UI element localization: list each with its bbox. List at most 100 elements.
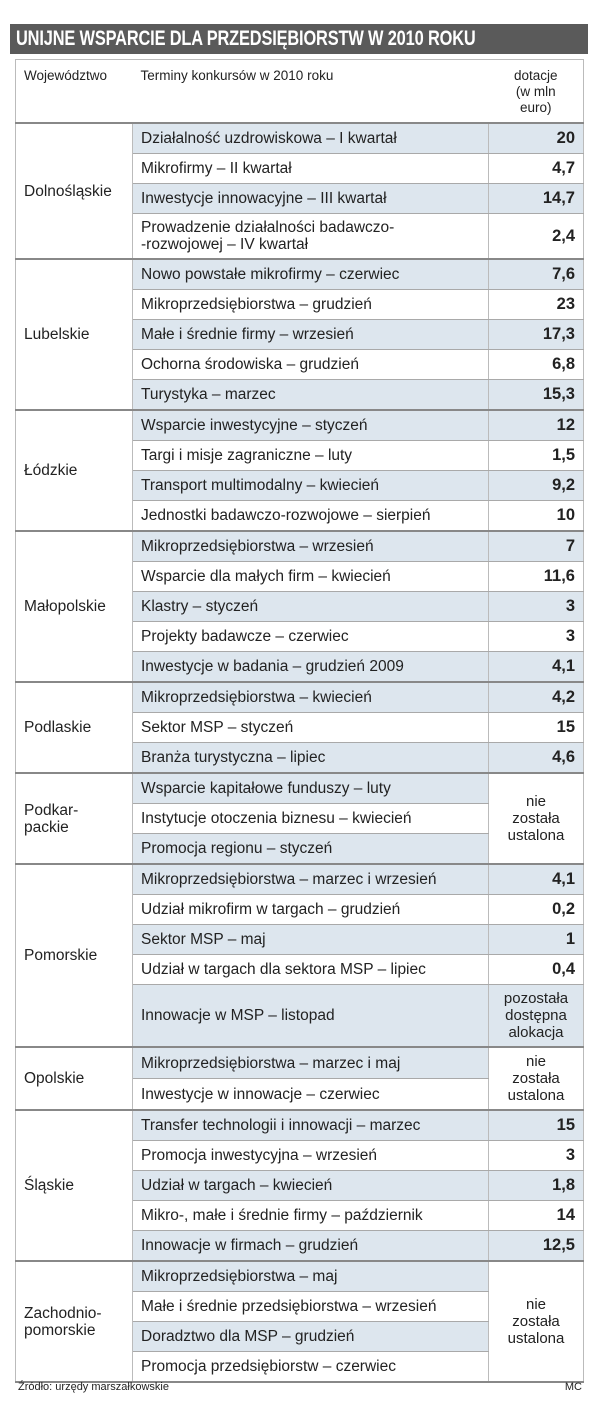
credit: MC: [564, 1381, 582, 1393]
topic-cell: Mikroprzedsiębiorstwa – marzec i wrzesie…: [132, 864, 489, 895]
topic-cell: Jednostki badawczo-rozwojowe – sierpień: [132, 500, 489, 532]
title-bar: UNIJNE WSPARCIE DLA PRZEDSIĘBIORSTW W 20…: [10, 24, 588, 54]
table-row: Targi i misje zagraniczne – luty 1,5: [16, 440, 584, 471]
table-row: Udział w targach dla sektora MSP – lipie…: [16, 954, 584, 985]
topic-cell: Mikroprzedsiębiorstwa – grudzień: [132, 289, 489, 320]
topic-cell: Mikroprzedsiębiorstwa – kwiecień: [132, 682, 489, 713]
value-cell: 0,2: [488, 894, 584, 925]
table-row: Udział mikrofirm w targach – grudzień 0,2: [16, 894, 584, 925]
region-cell: Dolnośląskie: [15, 123, 133, 260]
topic-cell: Mikrofirmy – II kwartał: [132, 153, 489, 184]
table-row: Wsparcie dla małych firm – kwiecień 11,6: [16, 561, 584, 592]
value-cell: 11,6: [488, 561, 584, 592]
topic-cell: Transfer technologii i innowacji – marze…: [132, 1110, 489, 1141]
topic-cell: Klastry – styczeń: [132, 591, 489, 622]
value-cell: 7,6: [488, 259, 584, 290]
table-row: Promocja przedsiębiorstw – czerwiec: [16, 1351, 584, 1383]
value-cell: 10: [488, 500, 584, 532]
table-row: Małe i średnie przedsiębiorstwa – wrzesi…: [16, 1291, 584, 1322]
topic-cell: Nowo powstałe mikrofirmy – czerwiec: [132, 259, 489, 290]
topic-cell: Wsparcie kapitałowe funduszy – luty: [132, 773, 489, 804]
topic-cell: Wsparcie dla małych firm – kwiecień: [132, 561, 489, 592]
table-row: Transport multimodalny – kwiecień 9,2: [16, 470, 584, 501]
value-cell: 4,1: [488, 864, 584, 895]
value-cell: 4,2: [488, 682, 584, 713]
value-cell: 9,2: [488, 470, 584, 501]
topic-cell: Udział w targach – kwiecień: [132, 1170, 489, 1201]
header-row: Województwo Terminy konkursów w 2010 rok…: [15, 59, 584, 124]
table-row: Doradztwo dla MSP – grudzień: [16, 1321, 584, 1352]
value-cell: 12: [488, 410, 584, 441]
value-cell: 0,4: [488, 954, 584, 985]
table-row: Łódzkie Wsparcie inwestycyjne – styczeń 12: [15, 410, 584, 532]
value-cell: 23: [488, 289, 584, 320]
value-cell: 15: [488, 712, 584, 743]
value-cell: 1: [488, 924, 584, 955]
table-row: Udział w targach – kwiecień 1,8: [16, 1170, 584, 1201]
topic-cell: Doradztwo dla MSP – grudzień: [132, 1321, 489, 1352]
region-cell: Łódzkie: [15, 410, 133, 532]
value-cell: 1,5: [488, 440, 584, 471]
table-row: Mikro-, małe i średnie firmy – październ…: [16, 1200, 584, 1231]
topic-cell: Sektor MSP – styczeń: [132, 712, 489, 743]
topic-cell: Projekty badawcze – czerwiec: [132, 621, 489, 652]
value-cell: 4,6: [488, 742, 584, 774]
table-row: Sektor MSP – maj 1: [16, 924, 584, 955]
region-cell: Lubelskie: [15, 259, 133, 411]
value-cell: pozostała dostępna alokacja: [488, 984, 584, 1048]
value-cell: nie została ustalona: [488, 1261, 584, 1383]
region-cell: Małopolskie: [15, 531, 133, 683]
value-cell: nie została ustalona: [488, 773, 584, 865]
region-cell: Podlaskie: [15, 682, 133, 774]
topic-cell: Mikroprzedsiębiorstwa – maj: [132, 1261, 489, 1292]
topic-cell: Turystyka – marzec: [132, 379, 489, 411]
region-cell: Podkar- packie: [15, 773, 133, 865]
topic-cell: Instytucje otoczenia biznesu – kwiecień: [132, 803, 489, 834]
value-cell: 17,3: [488, 319, 584, 350]
table-row: Mikrofirmy – II kwartał 4,7: [16, 153, 584, 184]
region-cell: Śląskie: [15, 1110, 133, 1262]
topic-cell: Promocja inwestycyjna – wrzesień: [132, 1140, 489, 1171]
table-row: Turystyka – marzec 15,3: [16, 379, 584, 411]
table-row: Podkar- packie Wsparcie kapitałowe fundus…: [15, 773, 584, 865]
table-row: Dolnośląskie Działalność uzdrowiskowa – I…: [15, 123, 584, 260]
header-cell: Terminy konkursów w 2010 roku: [132, 59, 489, 124]
topic-cell: Małe i średnie firmy – wrzesień: [132, 319, 489, 350]
table-row: Innowacje w MSP – listopad pozostała dost…: [16, 984, 584, 1048]
topic-cell: Promocja regionu – styczeń: [132, 833, 489, 865]
topic-cell: Ochorna środowiska – grudzień: [132, 349, 489, 380]
region-cell: Opolskie: [15, 1047, 133, 1111]
table-row: Innowacje w firmach – grudzień 12,5: [16, 1230, 584, 1262]
table-row: Małe i średnie firmy – wrzesień 17,3: [16, 319, 584, 350]
table-row: Promocja regionu – styczeń: [16, 833, 584, 865]
topic-cell: Sektor MSP – maj: [132, 924, 489, 955]
value-cell: 15: [488, 1110, 584, 1141]
value-cell: 4,1: [488, 651, 584, 683]
topic-cell: Działalność uzdrowiskowa – I kwartał: [132, 123, 489, 154]
table-row: Zachodnio- pomorskie Mikroprzedsiębiorstw…: [15, 1261, 584, 1383]
table-row: Projekty badawcze – czerwiec 3: [16, 621, 584, 652]
table-row: Klastry – styczeń 3: [16, 591, 584, 622]
value-cell: 12,5: [488, 1230, 584, 1262]
value-cell: 15,3: [488, 379, 584, 411]
value-cell: 3: [488, 591, 584, 622]
topic-cell: Inwestycje innowacyjne – III kwartał: [132, 183, 489, 214]
value-cell: 4,7: [488, 153, 584, 184]
topic-cell: Inwestycje w badania – grudzień 2009: [132, 651, 489, 683]
table-row: Śląskie Transfer technologii i innowacji …: [15, 1110, 584, 1262]
region-cell: Zachodnio- pomorskie: [15, 1261, 133, 1383]
topic-cell: Mikroprzedsiębiorstwa – wrzesień: [132, 531, 489, 562]
table-row: Jednostki badawczo-rozwojowe – sierpień 1…: [16, 500, 584, 532]
table-row: Instytucje otoczenia biznesu – kwiecień: [16, 803, 584, 834]
table-row: Inwestycje innowacyjne – III kwartał 14,7: [16, 183, 584, 214]
topic-cell: Branża turystyczna – lipiec: [132, 742, 489, 774]
value-cell: 2,4: [488, 213, 584, 260]
topic-cell: Wsparcie inwestycyjne – styczeń: [132, 410, 489, 441]
table: Województwo Terminy konkursów w 2010 rok…: [15, 59, 584, 1383]
value-cell: nie została ustalona: [488, 1047, 584, 1111]
source: Źródło: urzędy marszałkowskie: [18, 1381, 169, 1393]
value-cell: 14,7: [488, 183, 584, 214]
header-cell: dotacje (w mln euro): [488, 59, 584, 124]
value-cell: 20: [488, 123, 584, 154]
